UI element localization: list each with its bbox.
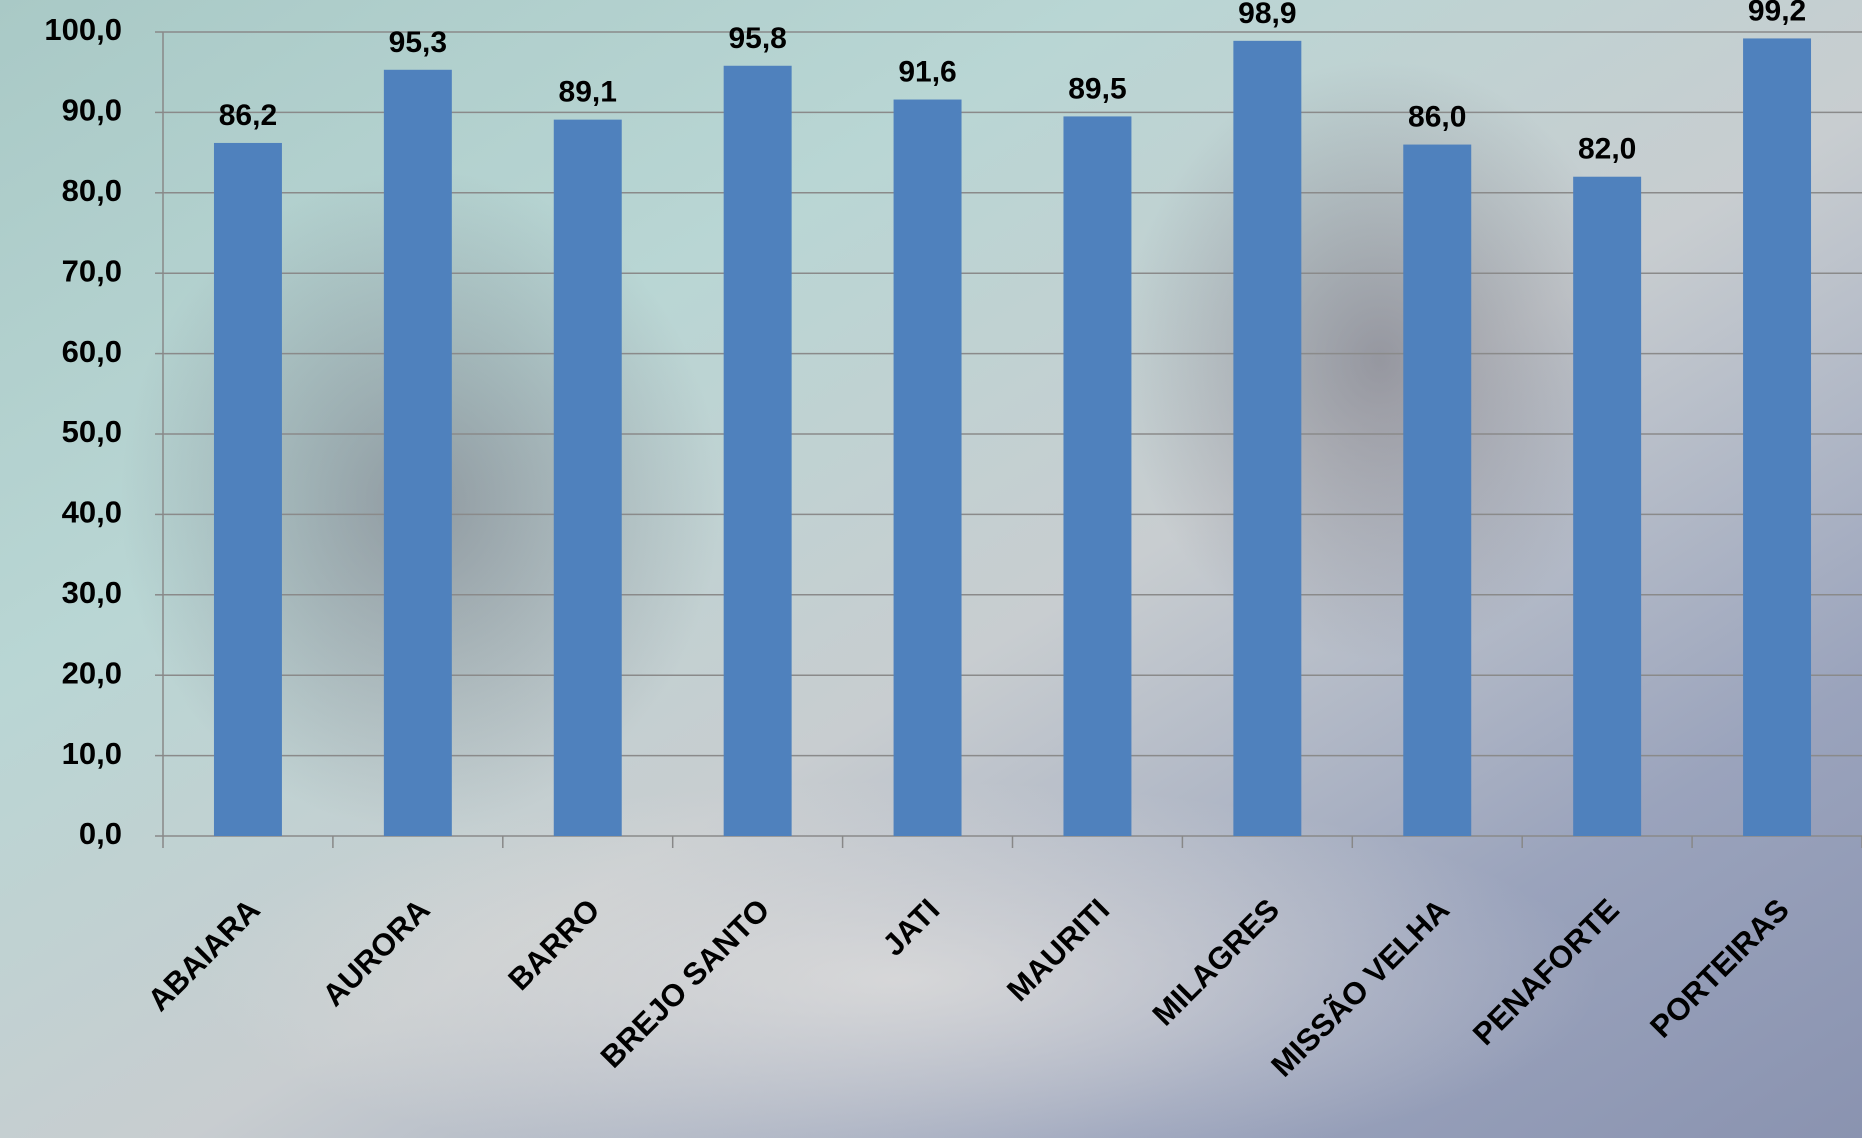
bar [383, 69, 452, 836]
y-tick-label: 40,0 [62, 495, 122, 530]
y-tick-label: 50,0 [62, 414, 122, 449]
value-label: 91,6 [898, 56, 956, 89]
value-label: 86,0 [1408, 101, 1466, 134]
bar [1403, 144, 1472, 836]
background-blur [200, 780, 1600, 1138]
bar [1063, 116, 1132, 837]
bar [553, 119, 622, 837]
bar [213, 142, 282, 836]
bar [893, 99, 962, 836]
y-tick-label: 100,0 [44, 12, 122, 47]
bar [1573, 176, 1642, 837]
y-tick-label: 0,0 [79, 816, 122, 851]
value-label: 95,3 [389, 26, 447, 59]
y-tick-label: 60,0 [62, 334, 122, 369]
y-tick-label: 90,0 [62, 93, 122, 128]
y-tick-label: 80,0 [62, 173, 122, 208]
value-label: 89,5 [1068, 72, 1126, 105]
value-label: 95,8 [728, 22, 786, 55]
bar [1233, 40, 1302, 837]
background-blur [1120, 60, 1640, 660]
bar [723, 65, 792, 836]
value-label: 82,0 [1578, 133, 1636, 166]
y-tick-label: 10,0 [62, 736, 122, 771]
y-tick-label: 70,0 [62, 253, 122, 288]
bar [1743, 38, 1812, 836]
value-label: 86,2 [219, 99, 277, 132]
value-label: 99,2 [1748, 0, 1806, 27]
y-tick-label: 20,0 [62, 655, 122, 690]
value-label: 89,1 [559, 76, 617, 109]
y-tick-label: 30,0 [62, 575, 122, 610]
value-label: 98,9 [1238, 0, 1296, 30]
